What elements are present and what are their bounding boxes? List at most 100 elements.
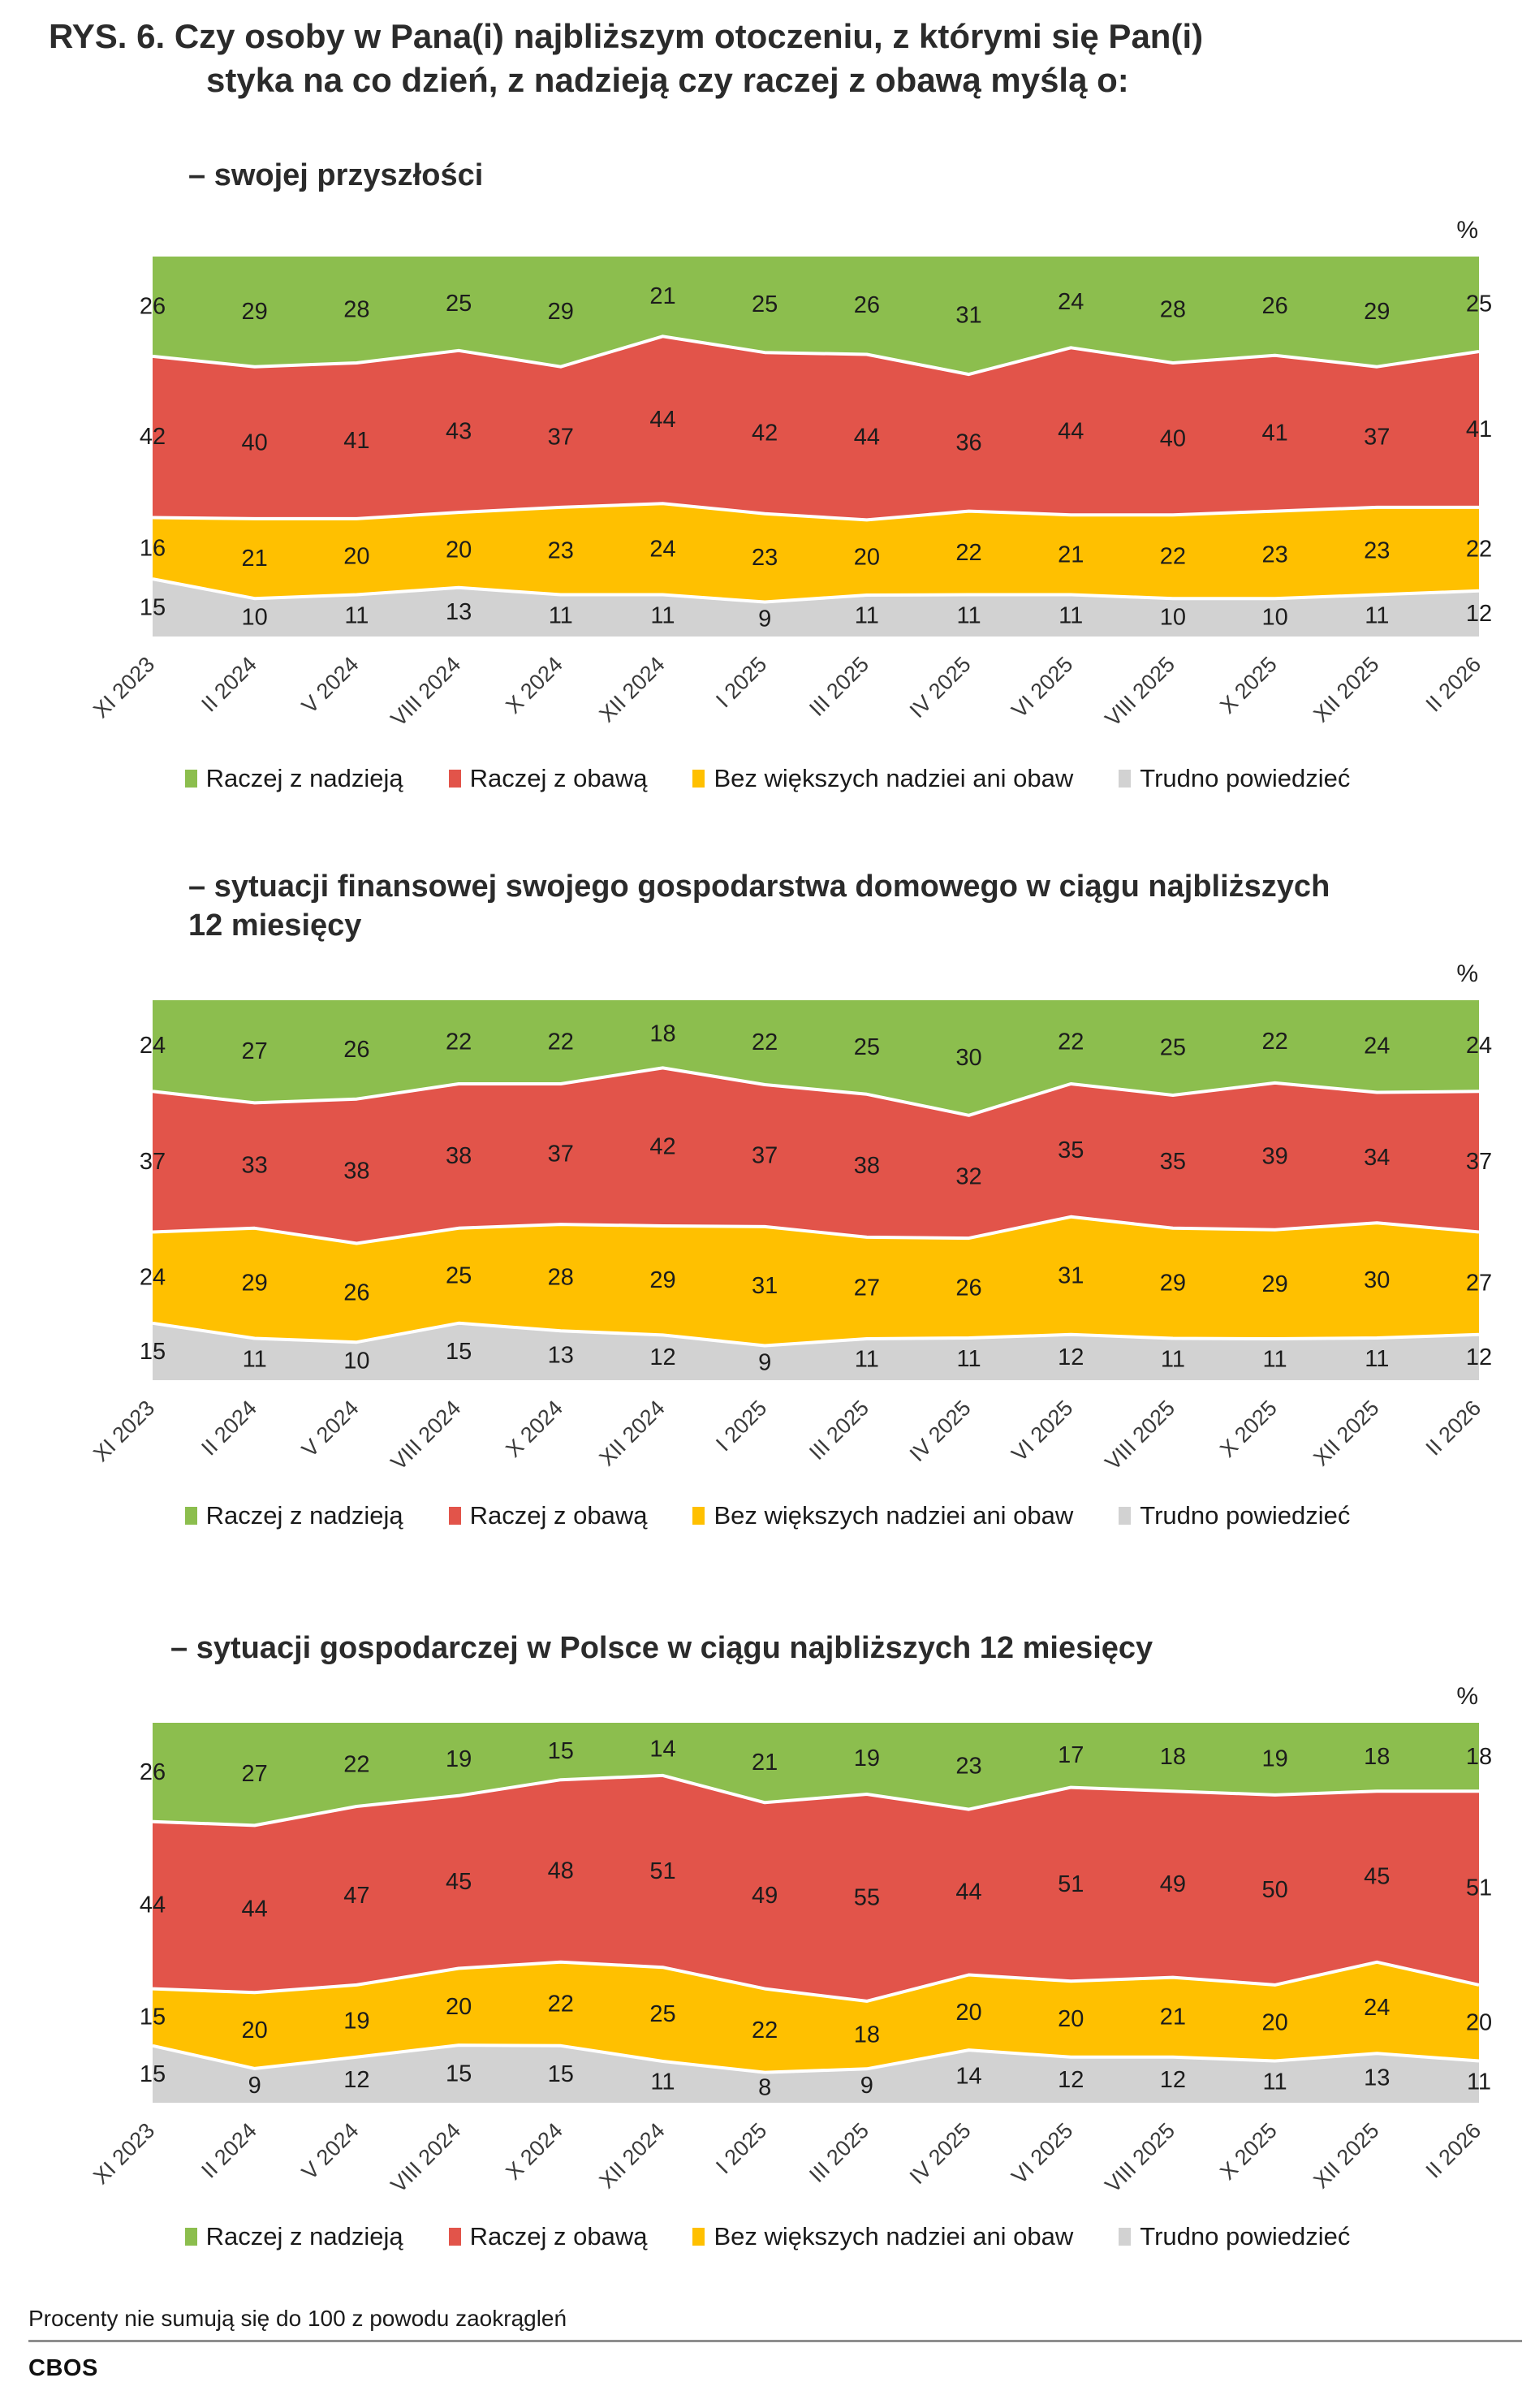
legend-swatch-raczej-z-obawa: [448, 1507, 461, 1525]
value-label: 15: [140, 2005, 166, 2030]
series-divider: [152, 1215, 1480, 1245]
legend-label: Raczej z obawą: [469, 2222, 648, 2250]
value-label: 41: [1466, 416, 1492, 442]
x-axis-label: VI 2025: [1007, 652, 1077, 723]
value-label: 23: [955, 1753, 981, 1779]
value-label: 24: [140, 1033, 166, 1059]
value-label: 38: [446, 1143, 472, 1169]
value-label: 50: [1261, 1877, 1287, 1903]
legend-swatch-bez-wiekszych-nadziei-ani-obaw: [692, 2228, 705, 2246]
series-divider: [152, 2043, 1480, 2074]
legend-swatch-trudno-powiedziec: [1119, 2228, 1132, 2246]
x-axis-label: XI 2023: [88, 2118, 159, 2189]
value-label: 29: [1160, 1271, 1186, 1297]
value-label: 22: [343, 1752, 369, 1778]
legend-item-raczej-z-obawa: Raczej z obawą: [448, 1501, 648, 1530]
value-label: 11: [1059, 602, 1083, 628]
x-axis-label: II 2024: [196, 2118, 261, 2183]
chart1-stacked-area: 15 10 11 13 11 11 9 11 11 11 10 10 11 12 16 21 20 20 23 24 2…: [88, 257, 1492, 731]
value-label: 12: [1466, 601, 1492, 627]
value-labels: 15 11 10 15 13 12 9 11 11 12 11 11 11 12 24 29 26 25 28 29 3…: [140, 1021, 1492, 1376]
value-label: 20: [955, 2000, 981, 2026]
x-axis-label: XII 2024: [594, 2118, 669, 2193]
x-axis-label: X 2025: [1215, 652, 1282, 719]
value-label: 20: [343, 544, 369, 570]
legend-item-bez-wiekszych-nadziei-ani-obaw: Bez większych nadziei ani obaw: [692, 764, 1073, 793]
value-label: 29: [242, 1271, 268, 1297]
value-label: 18: [1160, 1744, 1186, 1770]
chart2-legend: Raczej z nadzieją Raczej z obawą Bez więks…: [0, 1499, 1535, 1533]
value-label: 25: [446, 1262, 472, 1288]
value-label: 45: [1364, 1864, 1390, 1890]
value-label: 37: [1364, 424, 1390, 450]
value-label: 35: [1058, 1137, 1084, 1163]
x-axis-label: I 2025: [711, 1396, 771, 1456]
value-label: 25: [854, 1034, 880, 1060]
value-label: 29: [1261, 1271, 1287, 1297]
legend-item-raczej-z-nadzieja: Raczej z nadzieją: [184, 1501, 403, 1530]
value-label: 40: [242, 429, 268, 455]
value-label: 41: [343, 428, 369, 454]
series-divider: [152, 334, 1480, 377]
value-label: 26: [955, 1275, 981, 1301]
value-label: 31: [955, 303, 981, 329]
value-label: 11: [956, 602, 981, 628]
value-label: 10: [343, 1349, 369, 1374]
value-label: 29: [548, 299, 574, 325]
series-divider: [152, 577, 1480, 604]
x-axis-label: X 2025: [1215, 2118, 1282, 2185]
x-axis-label: VIII 2025: [1101, 2118, 1180, 2198]
x-axis-label: XII 2024: [594, 1396, 669, 1470]
x-axis-label: II 2024: [196, 652, 261, 717]
value-label: 37: [140, 1149, 166, 1175]
legend-item-trudno-powiedziec: Trudno powiedzieć: [1119, 2222, 1350, 2251]
value-label: 28: [343, 297, 369, 323]
value-label: 23: [1364, 538, 1390, 564]
legend-swatch-bez-wiekszych-nadziei-ani-obaw: [692, 1507, 705, 1525]
value-label: 32: [955, 1164, 981, 1190]
series-dividers: [152, 1066, 1480, 1348]
value-label: 14: [955, 2064, 981, 2090]
value-label: 18: [854, 2022, 880, 2048]
value-label: 27: [854, 1275, 880, 1301]
value-label: 18: [649, 1021, 675, 1047]
chart3-subtitle: – sytuacji gospodarczej w Polsce w ciągu…: [170, 1631, 1153, 1665]
value-label: 16: [140, 535, 166, 561]
value-label: 20: [242, 2017, 268, 2043]
value-label: 30: [955, 1045, 981, 1071]
value-label: 30: [1364, 1267, 1390, 1293]
legend-label: Trudno powiedzieć: [1140, 1501, 1351, 1530]
series-areas: [153, 257, 1479, 637]
value-label: 21: [752, 1750, 778, 1776]
value-label: 24: [1058, 289, 1084, 315]
value-label: 11: [855, 1347, 879, 1373]
x-axis-label: II 2026: [1421, 652, 1486, 717]
figure-title: RYS. 6. Czy osoby w Pana(i) najbliższym …: [49, 17, 1204, 99]
value-label: 48: [548, 1858, 574, 1884]
value-label: 44: [854, 424, 880, 450]
value-label: 41: [1261, 421, 1287, 447]
value-label: 9: [248, 2073, 261, 2099]
value-label: 25: [1160, 1035, 1186, 1061]
value-label: 11: [1161, 1346, 1185, 1372]
value-label: 51: [1058, 1871, 1084, 1897]
chart3-legend: Raczej z nadzieją Raczej z obawą Bez więks…: [0, 2220, 1535, 2254]
value-label: 21: [1058, 542, 1084, 567]
value-label: 33: [242, 1153, 268, 1179]
value-label: 44: [242, 1896, 268, 1922]
value-label: 26: [343, 1280, 369, 1305]
value-label: 10: [1261, 605, 1287, 631]
value-label: 25: [649, 2001, 675, 2027]
legend-label: Raczej z obawą: [469, 1501, 648, 1530]
x-axis-label: VIII 2025: [1101, 652, 1180, 731]
x-axis-label: X 2024: [501, 1396, 567, 1462]
legend-label: Bez większych nadziei ani obaw: [714, 764, 1074, 792]
value-label: 27: [242, 1761, 268, 1787]
value-label: 44: [649, 407, 675, 433]
area-trudno-powiedziec: [153, 579, 1479, 637]
x-axis-label: X 2024: [501, 652, 567, 719]
chart2-percent-unit: %: [1456, 960, 1478, 987]
area-raczej-z-nadzieja: [153, 257, 1479, 375]
legend-label: Trudno powiedzieć: [1140, 2222, 1351, 2250]
x-axis-label: X 2024: [501, 2118, 567, 2185]
